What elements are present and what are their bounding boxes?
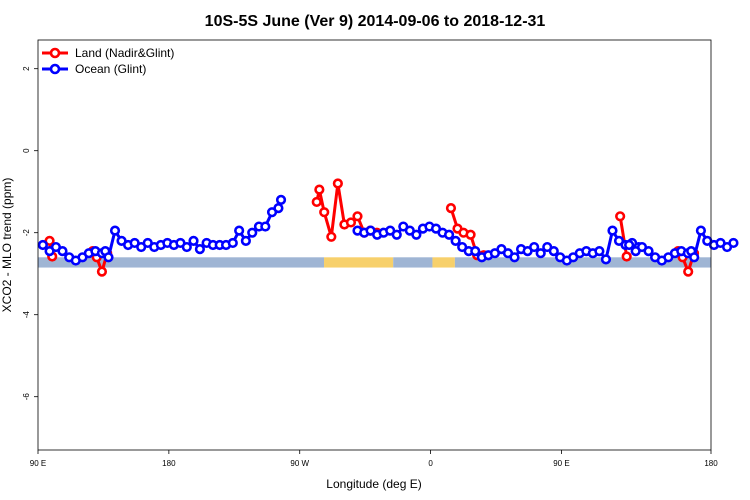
series-0-point-1-2 [96, 266, 108, 277]
series-1-point-1-15 [450, 235, 461, 246]
y-tick-label-3: -4 [22, 311, 31, 319]
series-1-point-0-31 [234, 225, 245, 236]
series-0-point-4-0 [615, 211, 626, 222]
series-1-point-2-11 [689, 252, 700, 263]
x-tick-label-4: 90 E [553, 459, 569, 468]
y-tick-label-4: -6 [22, 393, 31, 401]
y-tick-label-0: 2 [22, 66, 31, 71]
series-0-point-2-6 [345, 217, 357, 228]
series-layer [37, 178, 739, 277]
series-0-point-2-7 [352, 211, 363, 222]
y-axis: 2 0 -2 -4 -6 [22, 66, 38, 400]
series-1-point-0-32 [240, 235, 251, 246]
x-tick-label-1: 180 [162, 459, 176, 468]
series-0-point-5-2 [683, 266, 694, 277]
series-1-point-1-38 [600, 254, 612, 265]
x-axis: 90 E 180 90 W 0 90 E 180 [30, 450, 718, 468]
plot-area [37, 39, 739, 451]
series-0-point-2-1 [314, 184, 325, 195]
surface-band-ocean-0 [38, 257, 325, 268]
plot-frame [37, 39, 712, 451]
series-0-point-2-2 [319, 207, 330, 218]
series-1-point-0-23 [181, 241, 192, 253]
series-0-point-3-0 [445, 203, 457, 214]
series-1-point-1-30 [548, 246, 559, 257]
series-1-point-0-12 [109, 225, 121, 236]
x-tick-label-5: 180 [704, 459, 718, 468]
x-tick-label-0: 90 E [30, 459, 46, 468]
series-0-point-2-0 [311, 196, 322, 208]
series-1-point-1-18 [470, 246, 481, 257]
series-0-point-2-3 [326, 231, 337, 242]
series-1-point-1-9 [411, 229, 422, 240]
series-1-point-0-11 [103, 252, 114, 263]
series-1-point-2-0 [624, 239, 635, 251]
series-0-point-4-1 [621, 251, 632, 262]
series-1-point-2-17 [728, 237, 739, 249]
series-1-point-2-3 [643, 246, 654, 257]
series-1-point-1-24 [509, 252, 520, 263]
legend-marker-1 [49, 63, 61, 75]
series-1-point-1-14 [443, 229, 455, 240]
surface-band-ocean-2 [393, 257, 433, 268]
series-1-point-2-12 [695, 225, 707, 236]
series-1-point-0-3 [57, 246, 68, 257]
chart-title: 10S-5S June (Ver 9) 2014-09-06 to 2018-1… [205, 13, 546, 30]
legend: Land (Nadir&Glint) Ocean (Glint) [42, 46, 174, 76]
series-1-point-1-39 [607, 225, 618, 236]
x-axis-title: Longitude (deg E) [326, 477, 421, 491]
surface-band [38, 257, 711, 268]
series-1-point-0-33 [247, 227, 258, 238]
series-0-point-2-4 [332, 178, 343, 189]
y-axis-title: XCO2 - MLO trend (ppm) [0, 178, 14, 313]
y-tick-label-1: 0 [22, 148, 31, 153]
series-1-point-1-6 [391, 229, 402, 240]
series-1-point-1-28 [535, 248, 546, 259]
series-1-point-1-37 [594, 246, 605, 257]
series-1-point-0-0 [37, 239, 48, 251]
surface-band-land-3 [432, 257, 455, 268]
series-1-point-0-24 [188, 235, 199, 246]
series-1-point-1-27 [529, 241, 540, 253]
surface-band-ocean-4 [454, 257, 711, 268]
series-0-point-3-3 [465, 229, 476, 240]
series-1-point-0-38 [275, 194, 287, 205]
series-1-point-0-35 [260, 221, 271, 232]
series-1-point-0-30 [227, 237, 238, 249]
series-1-point-0-25 [194, 244, 205, 255]
series-1 [37, 194, 739, 266]
x-tick-label-2: 90 W [290, 459, 309, 468]
series-1-point-0-37 [273, 203, 284, 214]
legend-marker-0 [49, 47, 61, 59]
legend-label-0: Land (Nadir&Glint) [75, 46, 174, 60]
surface-band-land-1 [324, 257, 394, 268]
x-tick-label-3: 0 [428, 459, 433, 468]
y-tick-label-2: -2 [22, 229, 31, 237]
legend-label-1: Ocean (Glint) [75, 62, 146, 76]
series-1-line-0 [41, 199, 283, 263]
